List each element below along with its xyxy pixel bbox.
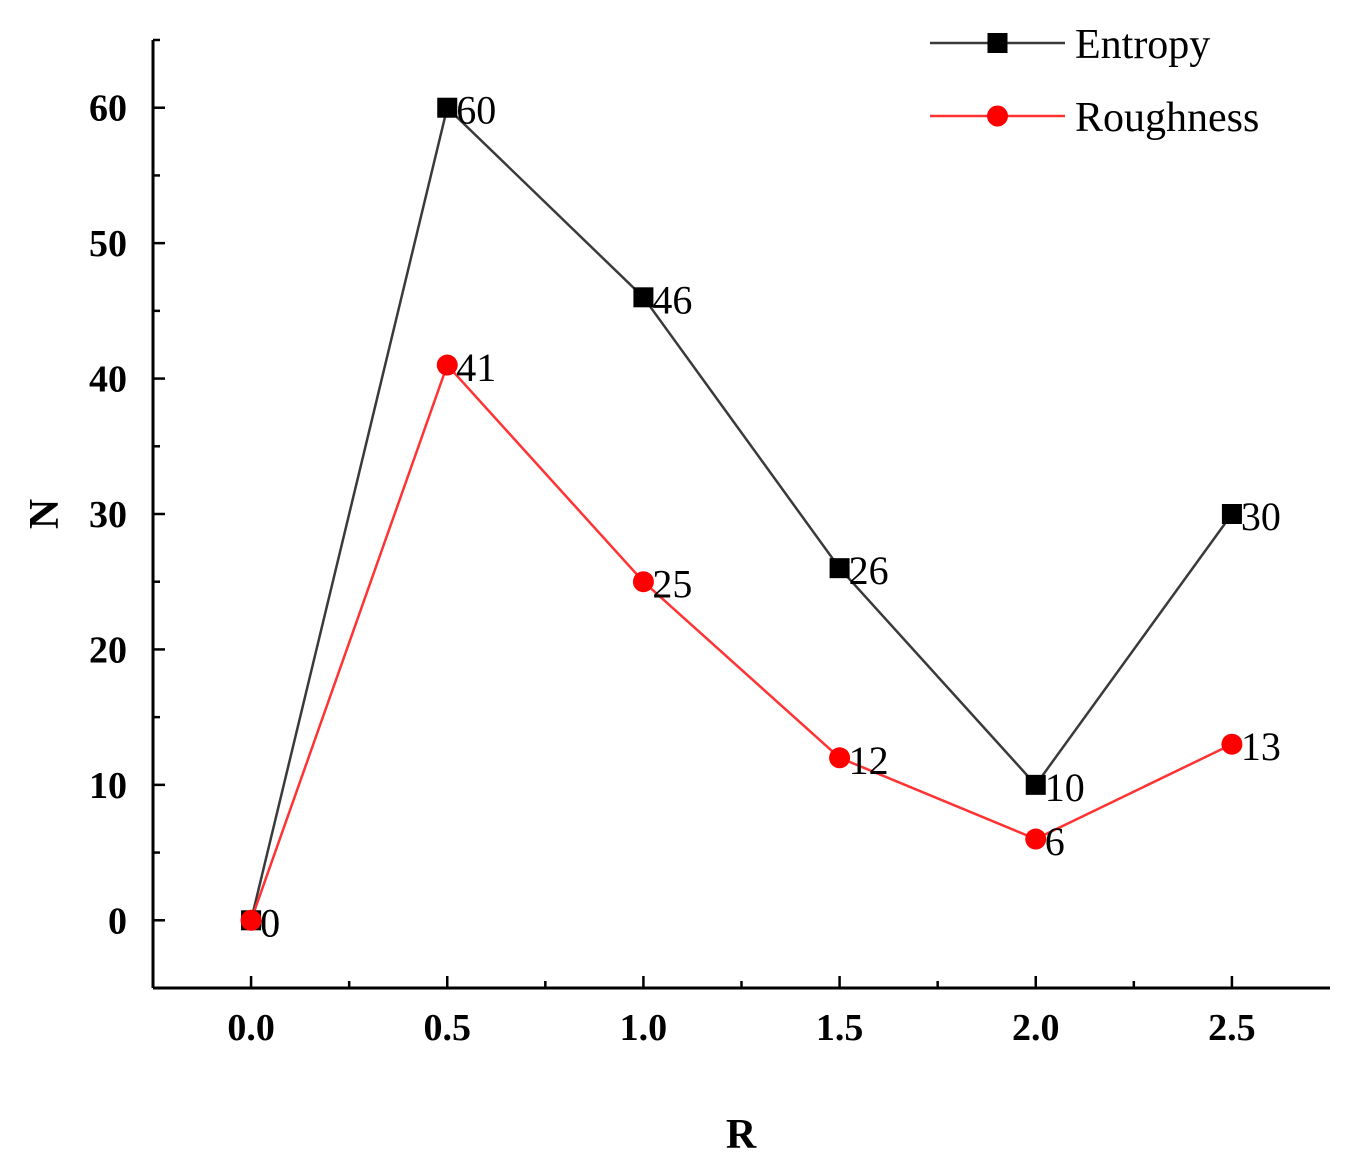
entropy-point: [1025, 774, 1046, 795]
series-lines: [249, 106, 1233, 921]
legend-label-entropy: Entropy: [1075, 22, 1210, 68]
roughness-point: [1025, 828, 1047, 850]
entropy-data-label: 10: [1045, 765, 1085, 810]
entropy-point: [437, 97, 458, 118]
legend-marker-entropy: [987, 33, 1008, 53]
entropy-data-label: 30: [1241, 494, 1281, 539]
legend: Entropy Roughness: [930, 22, 1259, 141]
legend-marker-roughness: [987, 105, 1008, 127]
x-tick-label: 2.0: [1012, 1007, 1060, 1049]
roughness-point: [436, 354, 458, 376]
entropy-point: [829, 558, 850, 579]
y-tick-label: 60: [89, 88, 127, 130]
y-tick-label: 40: [89, 359, 127, 401]
entropy-data-label: 0: [260, 900, 280, 945]
roughness-data-label: 12: [849, 738, 889, 783]
entropy-data-label: 60: [456, 88, 496, 133]
y-tick-label: 50: [89, 223, 127, 265]
x-tick-label: 1.5: [816, 1007, 864, 1049]
entropy-data-label: 46: [652, 277, 692, 322]
roughness-data-label: 13: [1241, 724, 1281, 769]
legend-label-roughness: Roughness: [1075, 95, 1259, 141]
roughness-point: [240, 909, 262, 931]
roughness-data-label: 6: [1045, 819, 1065, 864]
series-markers: [240, 97, 1243, 931]
x-tick-label: 0.5: [424, 1007, 472, 1049]
roughness-data-label: 25: [652, 562, 692, 607]
x-axis-title: R: [726, 1112, 757, 1158]
entropy-point: [633, 287, 654, 308]
y-tick-label: 10: [89, 765, 127, 807]
y-axis-title: N: [22, 499, 68, 529]
series-line-roughness: [249, 363, 1233, 921]
roughness-point: [632, 571, 654, 593]
y-tick-label: 30: [89, 494, 127, 536]
roughness-data-label: 0: [260, 900, 280, 945]
entropy-point: [1221, 504, 1242, 524]
y-tick-label: 0: [108, 900, 127, 942]
x-tick-label: 0.0: [227, 1007, 275, 1049]
series-line-entropy: [249, 106, 1233, 921]
roughness-point: [1221, 733, 1243, 755]
y-tick-label: 20: [89, 629, 127, 671]
x-tick-label: 1.0: [620, 1007, 668, 1049]
entropy-data-label: 26: [849, 548, 889, 593]
x-tick-label: 2.5: [1208, 1007, 1256, 1049]
roughness-data-label: 41: [456, 345, 496, 390]
axes: [151, 40, 1330, 990]
roughness-point: [829, 747, 851, 769]
